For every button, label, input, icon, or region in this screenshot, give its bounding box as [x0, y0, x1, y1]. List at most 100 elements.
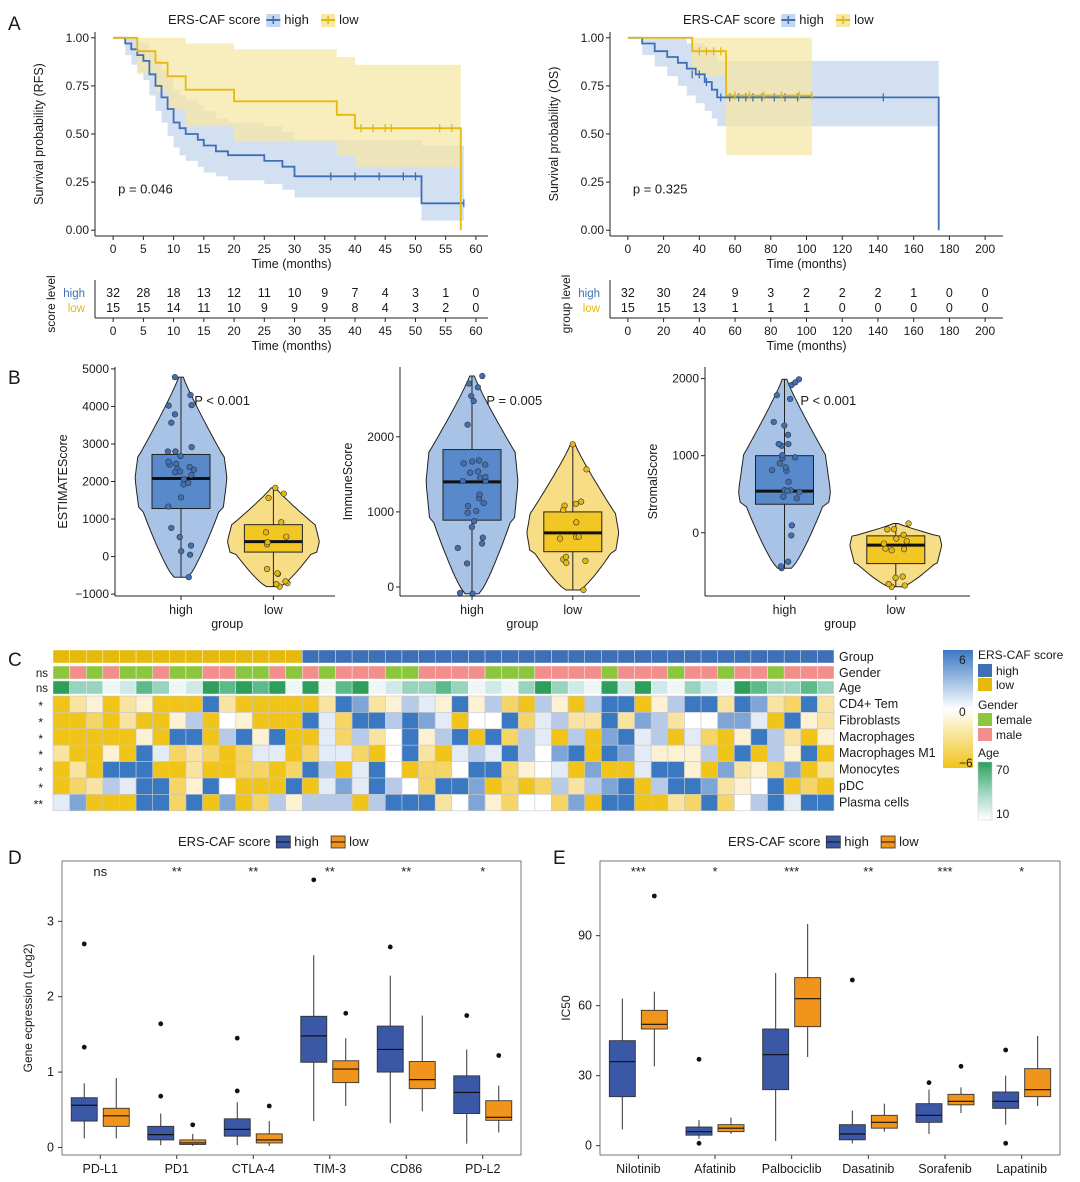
heatmap-cell [567, 761, 586, 779]
annotation-cell [783, 665, 801, 680]
annotation-cell [468, 665, 486, 680]
data-point [885, 581, 892, 588]
annotation-row-label: Gender [839, 666, 881, 680]
heatmap-cell [517, 712, 536, 730]
heatmap-cell [185, 744, 203, 762]
heatmap-cell [468, 794, 486, 812]
heatmap-cell [52, 744, 70, 762]
heatmap-cell [484, 712, 502, 730]
y-tick-label: 0 [47, 1140, 54, 1154]
heatmap-cell [102, 712, 120, 730]
heatmap-cell [252, 777, 270, 795]
km-panel: 0.00 0.25 0.50 0.75 1.00 0 20 40 60 80 100 120 140 16… [547, 31, 1003, 271]
data-point [776, 460, 783, 467]
risk-x-tick-label: 200 [975, 324, 995, 338]
heatmap-cell [152, 695, 170, 713]
data-point [263, 565, 271, 573]
heatmap-cell [601, 712, 619, 730]
outlier-point [234, 1035, 240, 1041]
x-tick-label: 0 [110, 242, 117, 256]
annotation-cell [418, 649, 436, 664]
risk-x-tick-label: 10 [167, 324, 181, 338]
data-point [477, 474, 484, 482]
data-point [563, 559, 570, 566]
data-point [893, 535, 900, 542]
data-point [884, 526, 891, 533]
heatmap-cell [152, 761, 170, 779]
violin-panel: 0 1000 2000 high low group StromalScore P < 0.0… [646, 367, 970, 631]
heatmap-cell [451, 744, 469, 762]
data-point [562, 553, 570, 561]
significance-label: *** [631, 864, 646, 879]
legend-swatch [978, 664, 992, 677]
data-point [773, 392, 780, 399]
violin-panel: 0 1000 2000 high low group ImmuneScore P = 0.00… [341, 367, 640, 631]
outlier-point [387, 944, 393, 950]
heatmap-cell [351, 695, 370, 713]
row-significance: * [38, 765, 43, 779]
data-point [785, 478, 792, 485]
data-point [264, 539, 271, 546]
y-tick-label: 0 [387, 580, 394, 594]
x-tick-label: Afatinib [694, 1162, 736, 1176]
heatmap-cell [733, 761, 752, 779]
data-point [880, 540, 887, 547]
heatmap-cell [517, 728, 536, 746]
heatmap-cell [52, 761, 70, 779]
heatmap-cell [468, 728, 486, 746]
heatmap-cell [169, 712, 187, 730]
significance-label: ** [401, 864, 411, 879]
boxplot-panel: PD-L1 ns PD1 ** CTLA-4 ** TIM-3 ** CD86 ** PD-L2 * 0… [21, 860, 522, 1176]
data-point [582, 557, 589, 564]
risk-count: 10 [288, 286, 302, 300]
data-point [888, 547, 895, 554]
annotation-cell [335, 680, 353, 695]
x-tick-label: Sorafenib [918, 1162, 972, 1176]
annotation-cell [534, 680, 552, 695]
heatmap-cell [368, 695, 386, 713]
data-point [892, 574, 899, 581]
heatmap-cell [584, 712, 602, 730]
x-tick-label: high [773, 603, 797, 617]
heatmap-cell [750, 744, 768, 762]
y-tick-label: 1 [47, 1065, 54, 1079]
heatmap-cell [268, 794, 286, 812]
heatmap-cell [684, 794, 702, 812]
heatmap-cell [684, 695, 702, 713]
annotation-cell [52, 649, 70, 664]
y-axis-label: Survival probability (OS) [547, 67, 561, 202]
annotation-cell [135, 649, 153, 664]
x-tick-label: CD86 [390, 1162, 422, 1176]
risk-count: 11 [197, 301, 210, 315]
heatmap-cell [783, 728, 802, 746]
y-tick-label: 0.25 [66, 175, 90, 189]
row-significance: * [38, 781, 43, 795]
heatmap-cell [52, 794, 70, 812]
heatmap-cell [335, 744, 353, 762]
data-point [187, 391, 194, 399]
heatmap-cell [767, 794, 785, 812]
risk-row-label: low [68, 303, 86, 315]
heatmap-cell [301, 728, 320, 746]
data-point [273, 581, 280, 588]
heatmap-cell [534, 728, 552, 746]
annotation-cell [185, 665, 203, 680]
heatmap-cell [534, 777, 552, 795]
data-point [791, 454, 799, 461]
outlier-point [81, 1044, 87, 1050]
outlier-point [464, 1013, 470, 1018]
box-low [485, 1100, 513, 1121]
data-point [479, 534, 486, 541]
risk-count: 32 [621, 286, 635, 300]
legend-title: ERS-CAF score [178, 834, 270, 849]
risk-count: 9 [321, 301, 328, 315]
annotation-cell [484, 649, 502, 664]
heatmap-cell [501, 794, 519, 812]
heatmap-cell [517, 777, 536, 795]
y-tick-label: 0 [102, 550, 109, 564]
heatmap-cell [817, 761, 835, 779]
data-point [180, 476, 187, 483]
heatmap-cell [418, 728, 436, 746]
heatmap-cell [169, 695, 187, 713]
